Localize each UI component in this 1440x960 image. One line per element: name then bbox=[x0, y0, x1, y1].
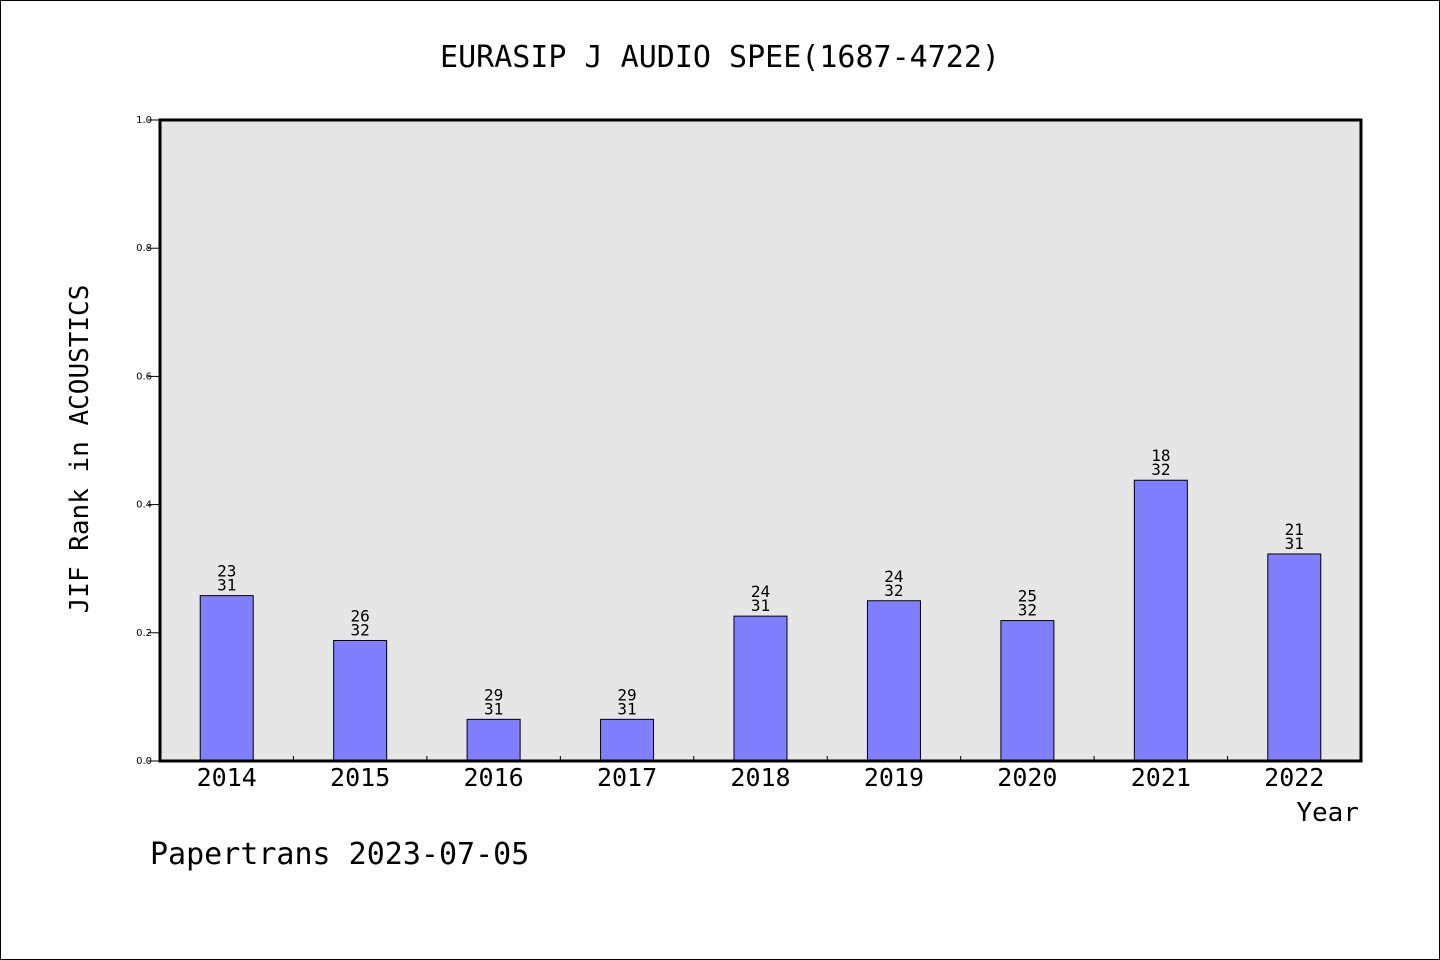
x-tick-label: 2015 bbox=[330, 763, 390, 792]
bar-2016 bbox=[466, 718, 521, 762]
bar-label-total: 31 bbox=[217, 576, 236, 595]
y-tick-label: 0.6 bbox=[136, 371, 152, 382]
x-tick-label: 2016 bbox=[464, 763, 524, 792]
bar-label-rank: 21 bbox=[1285, 520, 1304, 539]
bar-label-rank: 18 bbox=[1151, 446, 1170, 465]
bar-label-rank: 29 bbox=[617, 685, 636, 704]
bar-label-total: 31 bbox=[1285, 534, 1304, 553]
bar-2022 bbox=[1267, 553, 1322, 762]
bar-label-rank: 26 bbox=[351, 606, 370, 625]
y-tick-label: 0.4 bbox=[136, 500, 152, 511]
x-axis-label: Year bbox=[1296, 798, 1359, 828]
bar-label-total: 31 bbox=[617, 699, 636, 718]
bar-2014 bbox=[199, 595, 254, 762]
y-tick-label: 0.8 bbox=[136, 243, 152, 254]
bar-2015 bbox=[333, 639, 388, 762]
bar-2020 bbox=[1000, 620, 1055, 762]
bar-label-rank: 29 bbox=[484, 685, 503, 704]
bar-2019 bbox=[866, 600, 921, 762]
chart-title: EURASIP J AUDIO SPEE(1687-4722) bbox=[440, 40, 1000, 75]
bar-label-rank: 24 bbox=[884, 567, 903, 586]
bar-label-total: 31 bbox=[484, 699, 503, 718]
x-tick-label: 2018 bbox=[730, 763, 790, 792]
x-tick-label: 2021 bbox=[1131, 763, 1191, 792]
y-axis-label: JIF Rank in ACOUSTICS bbox=[65, 285, 95, 614]
x-tick-label: 2017 bbox=[597, 763, 657, 792]
x-tick-label: 2019 bbox=[864, 763, 924, 792]
bar-2017 bbox=[600, 718, 655, 762]
plot-frame bbox=[158, 118, 1363, 763]
bar-label-total: 32 bbox=[1151, 460, 1170, 479]
bar-label-total: 32 bbox=[884, 581, 903, 600]
x-tick-label: 2020 bbox=[997, 763, 1057, 792]
y-tick-label: 0.0 bbox=[136, 756, 152, 767]
bar-label-total: 32 bbox=[1018, 601, 1037, 620]
bar-label-rank: 23 bbox=[217, 562, 236, 581]
bar-2018 bbox=[733, 615, 788, 762]
bar-label-total: 32 bbox=[351, 620, 370, 639]
x-tick-label: 2022 bbox=[1264, 763, 1324, 792]
bar-label-rank: 24 bbox=[751, 582, 770, 601]
bar-2021 bbox=[1133, 479, 1188, 762]
y-tick-label: 1.0 bbox=[136, 115, 152, 126]
footer-credit: Papertrans 2023-07-05 bbox=[150, 837, 529, 872]
x-tick-label: 2014 bbox=[197, 763, 257, 792]
y-tick-label: 0.2 bbox=[136, 628, 152, 639]
bar-label-rank: 25 bbox=[1018, 587, 1037, 606]
y-axis-ticks: 0.0 0.2 0.4 0.6 0.8 1.0 bbox=[136, 115, 160, 767]
bar-label-total: 31 bbox=[751, 596, 770, 615]
x-axis-ticks: 2014 2015 2016 2017 2018 2019 2020 2021 2022 bbox=[197, 756, 1324, 792]
